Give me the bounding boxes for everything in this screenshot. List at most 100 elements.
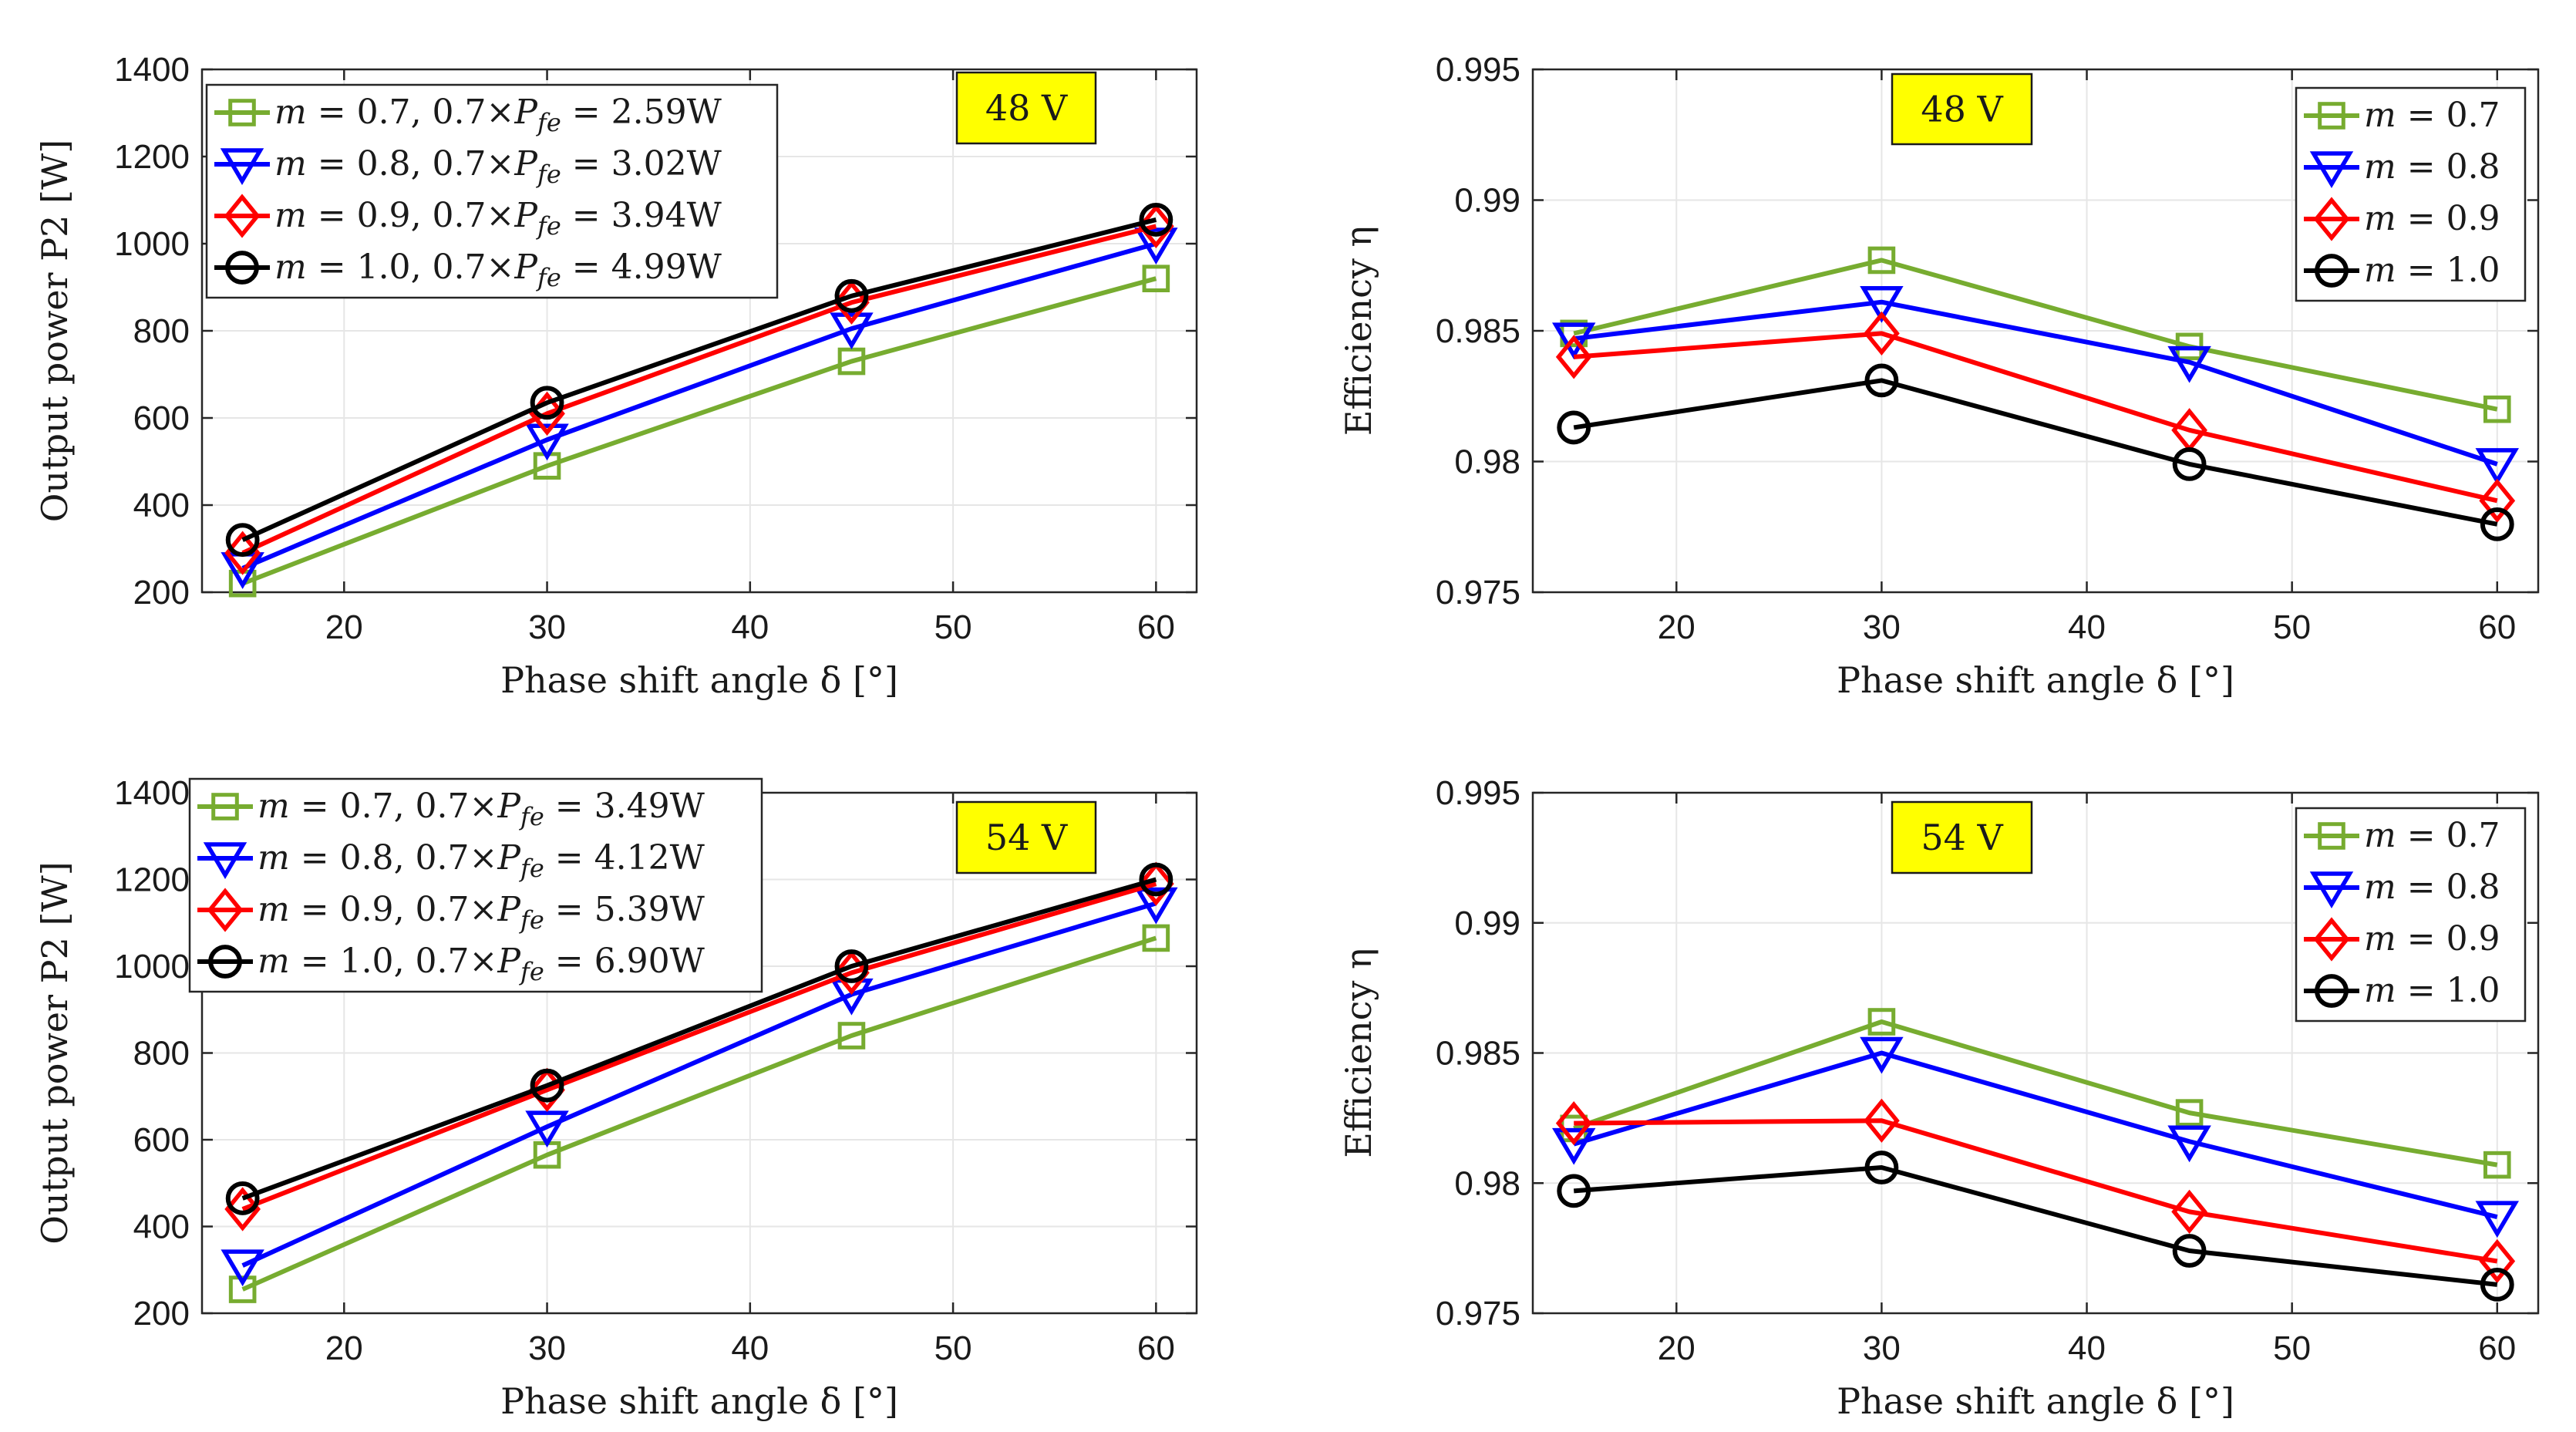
legend: m = 0.7 m = 0.8 m = 0.9 m = 1.0 xyxy=(2295,86,2527,302)
data-point xyxy=(1860,1036,1904,1074)
chart-panel-4: 20 30 40 50 60 0.975 0.98 0.985 0.99 0.995 Phase s… xyxy=(1338,774,2540,1422)
series-4 xyxy=(1557,1151,2514,1302)
y-axis-label: Output power P2 [W] xyxy=(34,861,76,1244)
series-line xyxy=(1573,299,2498,467)
legend-marker xyxy=(224,194,261,238)
data-point xyxy=(1139,203,1174,237)
y-tick-label: 200 xyxy=(133,574,190,612)
series-line xyxy=(241,276,1157,586)
data-point xyxy=(833,950,870,996)
data-point xyxy=(224,531,261,575)
x-tick-label: 40 xyxy=(2068,608,2106,646)
chart-panel-3: 20 30 40 50 60 200 400 600 800 1000 1200 1400 Phase … xyxy=(34,774,1198,1422)
x-tick-label: 20 xyxy=(1658,608,1695,646)
series-line xyxy=(1573,258,2498,412)
legend-item: m = 0.9 xyxy=(2304,917,2500,962)
y-tick-label: 1200 xyxy=(114,861,190,899)
data-point xyxy=(2475,1201,2519,1238)
data-point xyxy=(225,523,260,558)
y-tick-label: 0.99 xyxy=(1454,182,1520,220)
legend-marker xyxy=(2313,917,2350,962)
data-point xyxy=(1552,1127,1596,1165)
series-2 xyxy=(221,887,1178,1287)
x-tick-label: 50 xyxy=(2273,1329,2311,1367)
y-tick-label: 400 xyxy=(133,1208,190,1246)
data-point xyxy=(1557,1174,1591,1208)
legend-label: m = 0.8, 0.7×Pfe = 4.12W xyxy=(258,838,705,883)
legend-marker xyxy=(225,251,259,285)
legend-label: m = 1.0, 0.7×Pfe = 4.99W xyxy=(274,248,722,292)
legend-item: m = 0.7, 0.7×Pfe = 2.59W xyxy=(214,93,722,137)
x-tick-label: 50 xyxy=(934,608,972,646)
series-line xyxy=(1574,1118,2498,1264)
x-axis-label: Phase shift angle δ [°] xyxy=(1837,659,2234,701)
y-tick-label: 400 xyxy=(133,487,190,524)
data-point xyxy=(2172,446,2207,481)
data-point xyxy=(525,1110,569,1148)
legend: m = 0.7, 0.7×Pfe = 3.49W m = 0.8, 0.7×Pfe… xyxy=(188,777,763,993)
y-tick-label: 200 xyxy=(133,1295,190,1333)
legend-item: m = 0.8, 0.7×Pfe = 3.02W xyxy=(214,144,722,189)
x-tick-label: 40 xyxy=(731,1329,769,1367)
data-point xyxy=(2167,345,2211,383)
legend-label: m = 0.7, 0.7×Pfe = 2.59W xyxy=(274,93,722,137)
data-point xyxy=(2172,1234,2207,1268)
data-point xyxy=(833,280,870,325)
legend-label: m = 0.8 xyxy=(2364,868,2500,907)
legend-label: m = 0.9, 0.7×Pfe = 5.39W xyxy=(258,890,705,935)
data-point xyxy=(2479,478,2516,524)
x-tick-label: 30 xyxy=(1863,1329,1901,1367)
y-tick-label: 600 xyxy=(133,399,190,437)
legend-item: m = 1.0, 0.7×Pfe = 6.90W xyxy=(197,942,705,986)
x-axis-label: Phase shift angle δ [°] xyxy=(1837,1380,2234,1422)
data-point xyxy=(1864,1098,1900,1143)
y-tick-label: 0.995 xyxy=(1436,774,1520,812)
legend-label: m = 0.7 xyxy=(2364,816,2500,855)
x-tick-label: 50 xyxy=(934,1329,972,1367)
data-point xyxy=(2483,395,2511,423)
legend-item: m = 1.0, 0.7×Pfe = 4.99W xyxy=(214,248,722,292)
series-4 xyxy=(1557,363,2514,541)
data-point xyxy=(1139,862,1174,897)
data-point xyxy=(834,949,869,983)
chart-panel-2: 20 30 40 50 60 0.975 0.98 0.985 0.99 0.995 Phase s… xyxy=(1338,51,2540,701)
series-line xyxy=(241,901,1157,1268)
legend-label: m = 0.9 xyxy=(2364,919,2500,959)
data-point xyxy=(2175,1099,2204,1127)
data-point xyxy=(1864,311,1900,356)
data-point xyxy=(2483,1151,2511,1179)
data-point xyxy=(837,1022,866,1050)
data-point xyxy=(2480,1267,2514,1302)
legend-marker xyxy=(2309,151,2354,189)
voltage-badge: 54 V xyxy=(955,800,1097,874)
legend-label: m = 1.0 xyxy=(2364,251,2500,290)
data-point xyxy=(2167,1125,2211,1163)
series-2 xyxy=(1552,285,2519,485)
legend-marker xyxy=(211,793,239,820)
legend-marker xyxy=(203,842,247,880)
legend-marker xyxy=(2315,254,2349,288)
x-tick-label: 40 xyxy=(2068,1329,2106,1367)
x-tick-label: 60 xyxy=(1137,608,1175,646)
legend-label: m = 1.0 xyxy=(2364,971,2500,1010)
x-axis-label: Phase shift angle δ [°] xyxy=(500,659,898,701)
data-point xyxy=(830,312,874,350)
y-axis-label: Efficiency η xyxy=(1338,226,1379,436)
legend-label: m = 0.8 xyxy=(2364,147,2500,187)
data-point xyxy=(1867,246,1896,275)
x-tick-label: 30 xyxy=(528,1329,566,1367)
y-tick-label: 0.985 xyxy=(1436,312,1520,350)
y-tick-label: 0.975 xyxy=(1436,574,1520,612)
x-axis-label: Phase shift angle δ [°] xyxy=(500,1380,898,1422)
voltage-badge-label: 48 V xyxy=(985,87,1068,129)
legend-marker xyxy=(2318,822,2345,850)
legend-label: m = 0.8, 0.7×Pfe = 3.02W xyxy=(274,144,722,189)
series-4 xyxy=(225,862,1174,1215)
series-line xyxy=(241,241,1157,571)
data-point xyxy=(530,386,564,420)
legend-marker xyxy=(2309,871,2354,909)
y-tick-label: 1400 xyxy=(114,51,190,89)
series-line xyxy=(1573,1019,2498,1168)
y-tick-label: 800 xyxy=(133,1035,190,1073)
